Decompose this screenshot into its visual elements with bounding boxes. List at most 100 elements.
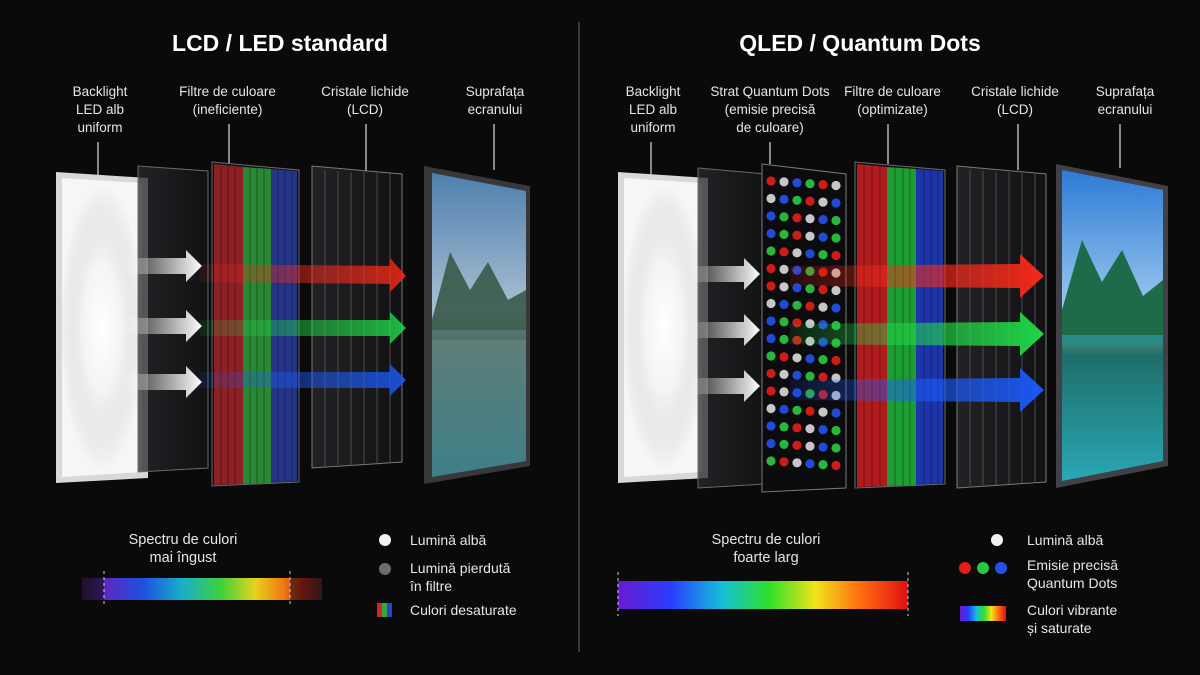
quantum-dot <box>805 249 815 259</box>
quantum-dot <box>818 442 828 452</box>
legend-lcd-item-2: Lumină pierdută în filtre <box>410 560 511 594</box>
legend-qled-item-3: Culori vibrante și saturate <box>1027 602 1118 636</box>
legend-grey-dot-icon <box>379 563 391 575</box>
quantum-dot <box>766 368 776 379</box>
lcd-screen-surface <box>424 166 530 484</box>
quantum-dot <box>792 230 802 240</box>
quantum-dot <box>766 298 776 309</box>
quantum-dot <box>805 371 815 381</box>
legend-qled-item-2: Emisie precisă Quantum Dots <box>1027 557 1119 591</box>
quantum-dot <box>818 250 828 260</box>
quantum-dot <box>805 424 815 434</box>
qled-screen-surface <box>1056 164 1168 488</box>
quantum-dot <box>779 317 789 327</box>
quantum-dot <box>792 178 802 188</box>
legend-white-dot-icon <box>379 534 391 546</box>
quantum-dot <box>831 198 841 208</box>
label-lcd-backlight: Backlight LED alb uniform <box>72 84 128 135</box>
quantum-dot <box>792 423 802 433</box>
label-lcd-crystals: Cristale lichide (LCD) <box>321 84 409 117</box>
section-divider <box>578 22 580 652</box>
quantum-dot <box>805 179 815 189</box>
quantum-dot <box>792 458 802 468</box>
quantum-dot <box>818 407 828 417</box>
lcd-spectrum-label: Spectru de culori mai îngust <box>128 532 238 566</box>
quantum-dot <box>766 281 776 291</box>
quantum-dot <box>779 334 789 344</box>
qled-white-arrows <box>688 258 760 402</box>
quantum-dot <box>766 176 776 186</box>
quantum-dot <box>831 285 841 296</box>
quantum-dot <box>792 440 802 450</box>
label-lcd-surface: Suprafața ecranului <box>465 84 525 117</box>
quantum-dot <box>779 369 789 379</box>
quantum-dot <box>792 405 802 415</box>
quantum-dot <box>818 215 828 225</box>
quantum-dot <box>779 229 789 239</box>
quantum-dot <box>818 425 828 435</box>
quantum-dot <box>766 456 776 466</box>
label-qled-backlight: Backlight LED alb uniform <box>625 84 681 135</box>
quantum-dot <box>805 214 815 224</box>
quantum-dot <box>831 180 841 191</box>
legend-rgb-square-icon <box>377 603 392 617</box>
quantum-dot <box>779 247 789 257</box>
quantum-dot <box>779 212 789 222</box>
quantum-dot <box>818 372 828 382</box>
quantum-dot <box>831 250 841 261</box>
label-lcd-filters: Filtre de culoare (ineficiente) <box>179 84 276 117</box>
quantum-dot <box>779 264 789 274</box>
quantum-dot <box>766 421 776 431</box>
label-qled-surface: Suprafața ecranului <box>1095 84 1155 117</box>
quantum-dot <box>818 355 828 365</box>
quantum-dot <box>805 459 815 469</box>
quantum-dot <box>766 246 776 256</box>
quantum-dot <box>831 408 841 418</box>
lcd-title: LCD / LED standard <box>172 30 388 56</box>
quantum-dot <box>766 386 776 396</box>
quantum-dot <box>779 404 789 414</box>
lcd-white-arrows <box>120 250 202 398</box>
label-qled-filters: Filtre de culoare (optimizate) <box>844 84 941 117</box>
quantum-dot <box>831 355 841 366</box>
quantum-dot <box>831 233 841 243</box>
legend-white-dot-icon <box>991 534 1003 546</box>
quantum-dot <box>831 425 841 436</box>
legend-lcd-item-1: Lumină albă <box>410 532 487 548</box>
quantum-dot <box>779 422 789 432</box>
quantum-dot <box>818 285 828 295</box>
quantum-dot <box>766 211 776 221</box>
quantum-dot <box>805 406 815 416</box>
quantum-dot <box>779 439 789 449</box>
quantum-dot <box>779 177 789 187</box>
qled-spectrum-bar <box>617 572 909 616</box>
quantum-dot <box>792 195 802 205</box>
quantum-dot <box>766 403 776 414</box>
quantum-dot <box>779 352 789 362</box>
qled-color-beams <box>790 254 1044 412</box>
quantum-dot <box>792 213 802 223</box>
quantum-dot <box>779 194 789 204</box>
quantum-dot <box>831 443 841 453</box>
qled-leader-lines <box>650 124 1121 180</box>
lcd-liquid-crystal-panel <box>311 165 403 469</box>
qled-backlight-panel <box>618 172 708 483</box>
quantum-dot <box>766 263 776 274</box>
quantum-dot <box>818 180 828 190</box>
quantum-dot <box>805 284 815 294</box>
quantum-dot <box>766 316 776 326</box>
label-qled-crystals: Cristale lichide (LCD) <box>971 84 1059 117</box>
quantum-dot <box>766 228 776 239</box>
qled-spectrum-label: Spectru de culori foarte larg <box>711 532 821 566</box>
quantum-dot <box>818 302 828 312</box>
quantum-dot <box>805 354 815 364</box>
quantum-dot <box>779 457 789 467</box>
legend-lcd-item-3: Culori desaturate <box>410 602 517 618</box>
quantum-dot <box>818 232 828 242</box>
legend-qled-item-1: Lumină albă <box>1027 532 1104 548</box>
quantum-dot <box>779 299 789 309</box>
lcd-leader-lines <box>97 124 495 180</box>
quantum-dot <box>792 353 802 363</box>
quantum-dot <box>792 248 802 258</box>
quantum-dot <box>766 438 776 449</box>
